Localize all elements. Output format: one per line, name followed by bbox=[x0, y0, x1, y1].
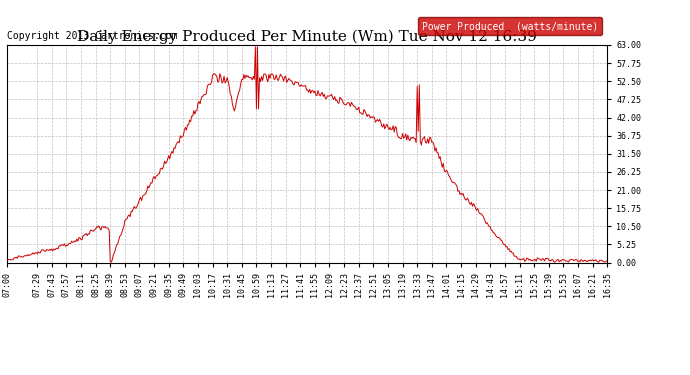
Title: Daily Energy Produced Per Minute (Wm) Tue Nov 12 16:39: Daily Energy Produced Per Minute (Wm) Tu… bbox=[77, 30, 537, 44]
Text: Copyright 2013 Cartronics.com: Copyright 2013 Cartronics.com bbox=[7, 31, 177, 40]
Legend: Power Produced  (watts/minute): Power Produced (watts/minute) bbox=[418, 17, 602, 35]
